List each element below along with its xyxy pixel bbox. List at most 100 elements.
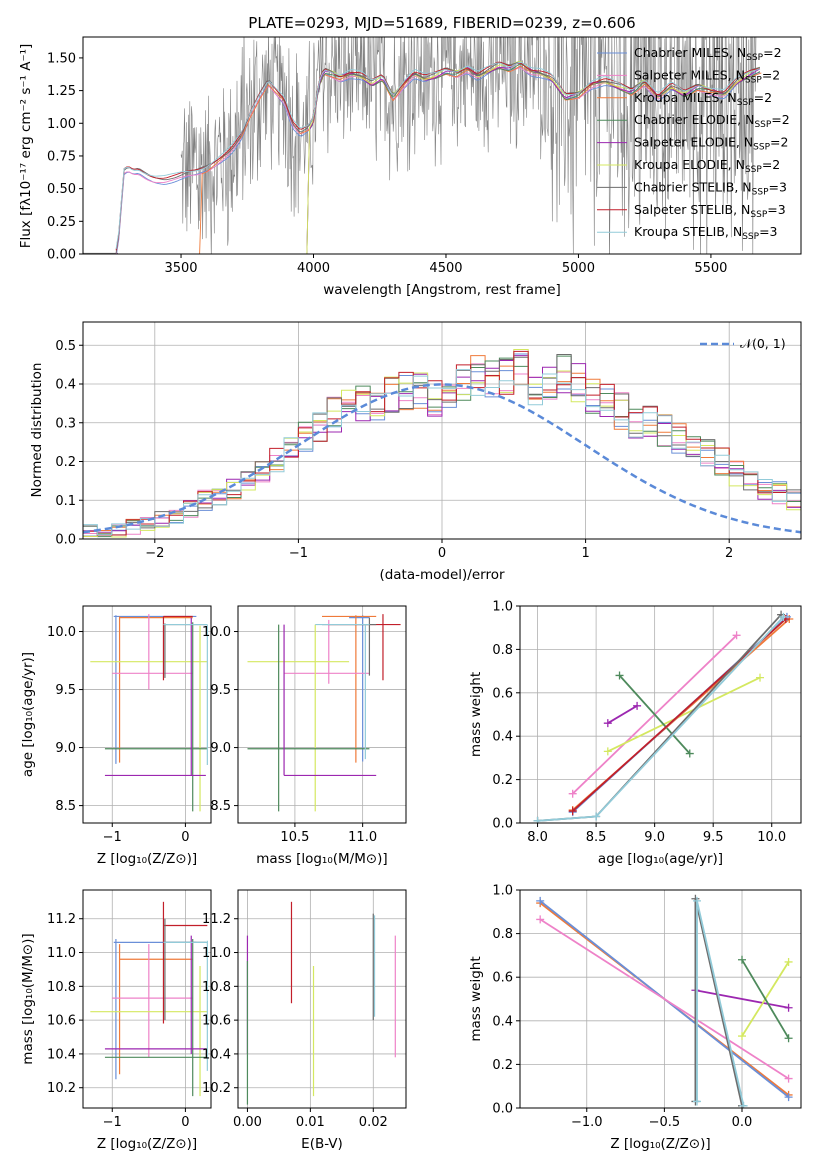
legend-text: Kroupa STELIB, N: [634, 224, 742, 239]
y-tick-label: 0.2: [492, 773, 513, 788]
weight-marker: [592, 812, 601, 821]
legend-suffix: =2: [763, 45, 781, 60]
x-tick-label: 10.5: [280, 830, 309, 845]
legend-suffix: =2: [762, 67, 780, 82]
y-tick-label: 10.4: [202, 1047, 231, 1062]
age-vs-metallicity-panel: −1 0 8.5 9.0 9.5 10.0 Z [log₁₀(Z/Z⊙)] age [log₁…: [20, 605, 212, 867]
y-tick-label: 9.0: [210, 741, 231, 756]
legend-suffix: =2: [770, 135, 788, 150]
legend-entry: Salpeter MILES, NSSP=2: [634, 67, 780, 85]
histogram-plot-area: [83, 322, 801, 539]
weight-line: [618, 674, 691, 755]
y-tick-label: 10.8: [202, 980, 231, 995]
x-tick-label: 3500: [164, 261, 197, 276]
weight-marker: [692, 896, 701, 905]
legend-subscript: SSP: [742, 232, 759, 242]
x-tick-label: 8.5: [586, 830, 607, 845]
y-axis-label: mass weight: [468, 956, 484, 1041]
y-tick-label: 0.50: [47, 182, 76, 197]
weight-marker: [784, 957, 793, 966]
legend-suffix: =2: [754, 90, 772, 105]
legend-text: Chabrier MILES, N: [634, 45, 746, 60]
legend-suffix: =3: [767, 202, 785, 217]
weight-marker: [536, 915, 545, 924]
y-tick-label: 10.6: [202, 1014, 231, 1029]
mass-vs-extinction-panel: 0.00 0.01 0.02 10.2 10.4 10.6 10.8 11.0 11.2 E(B-…: [202, 889, 407, 1152]
legend-subscript: SSP: [737, 98, 754, 108]
axes-frame: [237, 889, 407, 1109]
weight-marker: [568, 807, 577, 816]
mass-vs-metallicity-panel: −1 0 10.2 10.4 10.6 10.8 11.0 11.2 Z [log₁₀(Z/Z⊙…: [20, 889, 212, 1152]
spectrum-frame: [82, 36, 802, 255]
weight-marker: [568, 789, 577, 798]
x-tick-label: −2: [145, 546, 164, 561]
y-tick-label: 11.2: [47, 912, 76, 927]
legend-subscript: SSP: [750, 210, 767, 220]
y-tick-label: 8.5: [55, 799, 76, 814]
weight-marker: [739, 1101, 748, 1108]
y-tick-label: 10.6: [47, 1014, 76, 1029]
spectrum-plot-area: [83, 37, 762, 254]
legend-text: Salpeter STELIB, N: [634, 202, 750, 217]
y-tick-label: 0.3: [55, 416, 76, 431]
x-axis-label: Z [log₁₀(Z/Z⊙)]: [97, 1136, 197, 1152]
axes-frame: [82, 889, 212, 1109]
y-tick-label: 1.0: [492, 884, 513, 899]
x-tick-label: 4000: [297, 261, 330, 276]
weight-marker: [533, 816, 542, 823]
y-tick-label: 0.4: [55, 378, 76, 393]
x-tick-label: 0.01: [296, 1115, 325, 1130]
legend-text: Kroupa MILES, N: [634, 90, 737, 105]
x-tick-label: 5000: [562, 261, 595, 276]
x-tick-label: 0: [181, 1115, 189, 1130]
y-tick-label: 10.4: [47, 1047, 76, 1062]
axes-frame: [519, 605, 802, 824]
x-axis-label: mass [log₁₀(M/M⊙)]: [256, 851, 387, 867]
legend-entry: Kroupa ELODIE, NSSP=2: [634, 157, 780, 175]
spectrum-xlabel: wavelength [Angstrom, rest frame]: [323, 282, 561, 298]
y-tick-label: 1.00: [47, 117, 76, 132]
y-tick-label: 0.25: [47, 215, 76, 230]
weight-line: [694, 898, 743, 1106]
weight-marker: [738, 955, 747, 964]
weight-marker: [603, 747, 612, 756]
x-tick-label: 0.0: [732, 1115, 753, 1130]
legend-subscript: SSP: [745, 165, 762, 175]
weight-marker: [633, 701, 642, 710]
y-tick-label: 0.4: [492, 730, 513, 745]
y-tick-label: 10.2: [47, 1081, 76, 1096]
plot-area: [520, 606, 801, 823]
legend-subscript: SSP: [745, 75, 762, 85]
y-tick-label: 0.2: [55, 455, 76, 470]
plot-area: [520, 890, 801, 1108]
legend-entry: Chabrier STELIB, NSSP=3: [634, 179, 787, 197]
legend-entry: Chabrier MILES, NSSP=2: [634, 45, 782, 63]
histogram-kroupa-miles: [83, 355, 801, 537]
y-tick-label: 10.0: [47, 625, 76, 640]
histogram-chabrier-elodie: [83, 355, 801, 538]
y-axis-label: mass [log₁₀(M/M⊙)]: [20, 933, 36, 1064]
plot-area: [83, 890, 211, 1108]
histogram-salpeter-miles: [83, 363, 801, 535]
legend-suffix: =2: [771, 112, 789, 127]
legend-entry: Chabrier ELODIE, NSSP=2: [634, 112, 790, 130]
y-tick-label: 11.2: [202, 912, 231, 927]
weight-marker: [732, 631, 741, 640]
histogram-salpeter-stelib: [83, 350, 801, 536]
weight-marker: [738, 1032, 747, 1041]
x-tick-label: 10.0: [757, 830, 786, 845]
normal-curve: [83, 383, 801, 534]
y-tick-label: 0.2: [492, 1058, 513, 1073]
model-salpeter-stelib: [115, 61, 760, 251]
legend-subscript: SSP: [753, 143, 770, 153]
x-tick-label: −0.5: [649, 1115, 681, 1130]
x-tick-label: 1: [581, 546, 589, 561]
weight-line: [607, 705, 638, 724]
y-tick-label: 1.0: [492, 600, 513, 615]
y-tick-label: 0.0: [492, 1102, 513, 1117]
y-tick-label: 0.00: [47, 248, 76, 263]
model-kroupa-stelib: [115, 62, 761, 249]
legend-subscript: SSP: [754, 120, 771, 130]
